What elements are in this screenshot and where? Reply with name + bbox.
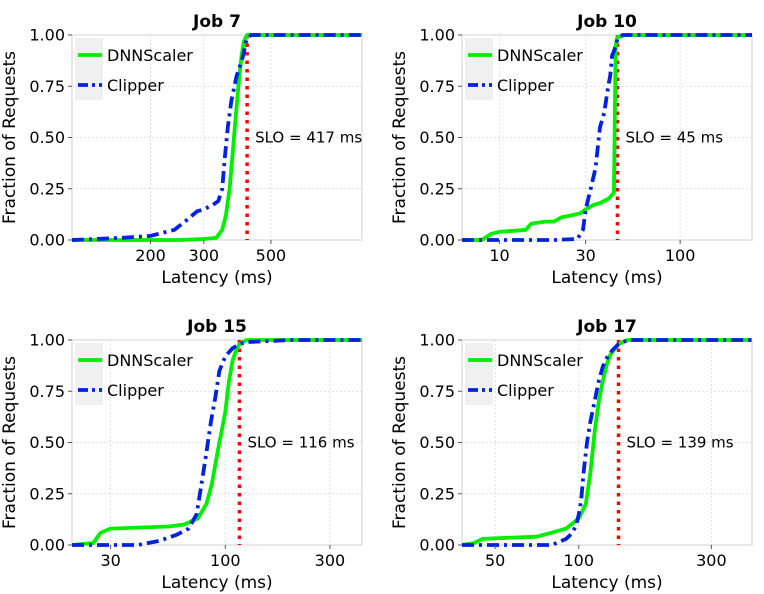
y-tick-label: 0.75 <box>29 77 65 96</box>
x-tick-label: 100 <box>665 246 696 265</box>
chart-title: Job 15 <box>186 317 247 337</box>
legend-key-background <box>465 343 493 405</box>
x-axis-label: Latency (ms) <box>551 268 662 288</box>
legend-label: DNNScaler <box>497 46 583 65</box>
x-axis-label: Latency (ms) <box>161 268 272 288</box>
legend-label: Clipper <box>497 381 554 400</box>
y-tick-label: 0.50 <box>29 433 65 452</box>
y-tick-label: 0.25 <box>419 484 455 503</box>
chart-panel: 0.00 0.25 0.50 0.75 1.00 10 30 100 Job 10 Latency… <box>390 12 753 288</box>
chart-title: Job 7 <box>192 12 241 32</box>
x-axis-label: Latency (ms) <box>161 573 272 593</box>
chart-title: Job 10 <box>576 12 637 32</box>
y-tick-label: 0.75 <box>29 382 65 401</box>
y-tick-label: 0.50 <box>419 128 455 147</box>
x-tick-label: 50 <box>485 551 505 570</box>
legend: DNNScaler Clipper <box>465 343 583 405</box>
slo-label: SLO = 45 ms <box>625 129 723 147</box>
slo-label: SLO = 417 ms <box>255 129 362 147</box>
legend-label: DNNScaler <box>497 351 583 370</box>
y-tick-label: 0.50 <box>419 433 455 452</box>
legend: DNNScaler Clipper <box>465 38 583 100</box>
x-tick-label: 300 <box>189 246 220 265</box>
y-tick-label: 1.00 <box>29 26 65 45</box>
x-tick-label: 30 <box>100 551 120 570</box>
slo-label: SLO = 116 ms <box>247 434 354 452</box>
y-tick-label: 0.00 <box>29 536 65 555</box>
x-tick-label: 500 <box>256 246 287 265</box>
legend: DNNScaler Clipper <box>75 343 193 405</box>
series-line-dnnscaler <box>71 338 362 547</box>
legend-key-background <box>75 343 103 405</box>
y-tick-label: 0.50 <box>29 128 65 147</box>
y-tick-label: 0.00 <box>29 231 65 250</box>
x-tick-label: 200 <box>135 246 166 265</box>
series-line-clipper <box>462 338 752 547</box>
series-line-dnnscaler <box>462 33 752 242</box>
chart-title: Job 17 <box>576 317 637 337</box>
legend-key-background <box>465 38 493 100</box>
x-tick-label: 100 <box>564 551 595 570</box>
legend-key-background <box>75 38 103 100</box>
y-axis-label: Fraction of Requests <box>390 356 410 529</box>
y-tick-label: 1.00 <box>419 331 455 350</box>
y-tick-label: 0.25 <box>29 179 65 198</box>
chart-panel: 0.00 0.25 0.50 0.75 1.00 50 100 300 Job 17 Latenc… <box>390 317 753 593</box>
x-tick-label: 300 <box>315 551 346 570</box>
x-axis-label: Latency (ms) <box>551 573 662 593</box>
y-tick-label: 0.25 <box>419 179 455 198</box>
chart-panel: 0.00 0.25 0.50 0.75 1.00 30 100 300 Job 15 Latenc… <box>0 317 363 593</box>
chart-panel: 0.00 0.25 0.50 0.75 1.00 200 300 500 Job 7 Latenc… <box>0 12 363 288</box>
x-tick-label: 10 <box>489 246 509 265</box>
x-tick-label: 100 <box>210 551 241 570</box>
y-axis-label: Fraction of Requests <box>0 356 20 529</box>
slo-label: SLO = 139 ms <box>627 434 734 452</box>
series-line-clipper <box>71 33 362 242</box>
y-tick-label: 0.25 <box>29 484 65 503</box>
series-line-clipper <box>72 338 362 547</box>
y-tick-label: 0.00 <box>419 231 455 250</box>
legend-label: DNNScaler <box>107 351 193 370</box>
legend-label: Clipper <box>497 76 554 95</box>
legend-label: Clipper <box>107 381 164 400</box>
legend-label: DNNScaler <box>107 46 193 65</box>
legend-label: Clipper <box>107 76 164 95</box>
y-tick-label: 0.75 <box>419 77 455 96</box>
legend: DNNScaler Clipper <box>75 38 193 100</box>
y-tick-label: 0.00 <box>419 536 455 555</box>
y-tick-label: 1.00 <box>419 26 455 45</box>
x-tick-label: 300 <box>696 551 727 570</box>
y-tick-label: 0.75 <box>419 382 455 401</box>
x-tick-label: 30 <box>575 246 595 265</box>
y-axis-label: Fraction of Requests <box>0 51 20 224</box>
y-axis-label: Fraction of Requests <box>390 51 410 224</box>
y-tick-label: 1.00 <box>29 331 65 350</box>
